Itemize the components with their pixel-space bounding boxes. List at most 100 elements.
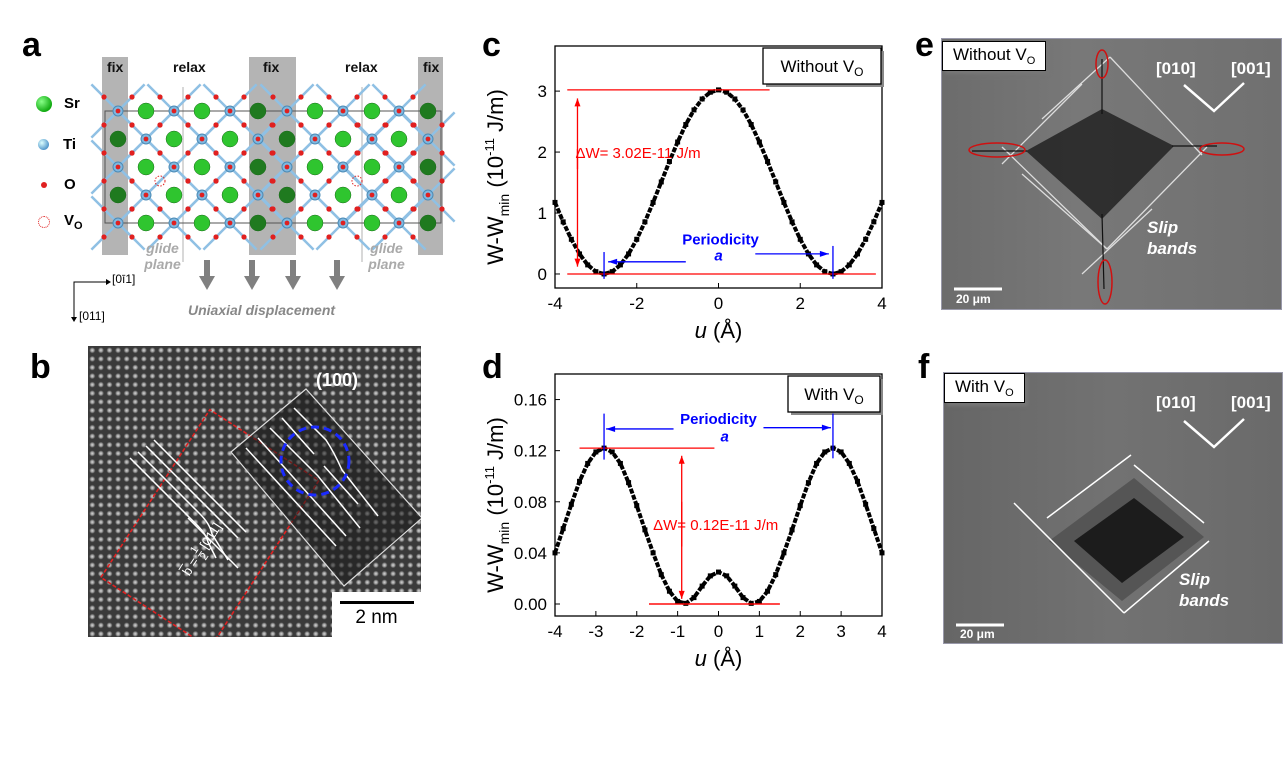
data-point: [805, 480, 811, 486]
data-point: [577, 478, 583, 484]
oxygen-atom: [227, 220, 233, 226]
oxygen-atom: [298, 94, 304, 100]
x-tick-label: 3: [836, 622, 845, 641]
oxygen-vacancy: [351, 175, 363, 187]
direction-arrows: [1183, 82, 1245, 113]
strip-label-relax: relax: [173, 59, 206, 75]
arrow-head: [821, 424, 831, 431]
data-point: [797, 236, 803, 242]
strontium-atom: [363, 158, 381, 176]
o-atom-icon: [41, 181, 47, 188]
data-point: [765, 588, 771, 594]
data-point: [707, 573, 713, 579]
data-point: [854, 478, 860, 484]
micrograph-with-vo: With VO [010] [001] Slip bands 20 μm: [943, 372, 1283, 644]
data-point: [863, 236, 869, 242]
strontium-atom: [334, 186, 352, 204]
data-point: [765, 158, 771, 164]
oxygen-atom: [115, 108, 121, 114]
oxygen-atom: [129, 206, 135, 212]
oxygen-atom: [396, 108, 402, 114]
data-point: [863, 501, 869, 507]
direction-001: [001]: [1231, 59, 1271, 78]
oxygen-atom: [340, 164, 346, 170]
strontium-atom: [306, 102, 324, 120]
oxygen-atom: [157, 206, 163, 212]
x-tick-label: 4: [877, 622, 886, 641]
strontium-atom: [165, 186, 183, 204]
strontium-atom: [193, 102, 211, 120]
oxygen-atom: [425, 136, 431, 142]
oxygen-atom: [157, 150, 163, 156]
legend-label: O: [64, 176, 76, 193]
panel-label-f: f: [918, 348, 930, 386]
data-point: [560, 526, 566, 532]
y-tick-label: 1: [538, 204, 547, 223]
chart-c: -4 -2 0 2 4 0 1 2 3 u (Å) W-Wmin (10-11 J/m) Withou…: [482, 45, 887, 343]
slip-line1: Slip: [1147, 218, 1179, 237]
oxygen-atom: [241, 178, 247, 184]
oxygen-atom: [269, 122, 275, 128]
displacement-arrow-head: [244, 276, 260, 290]
slip-band-lines: [1013, 454, 1210, 614]
ti-atom-icon: [38, 139, 49, 150]
data-point: [626, 251, 632, 257]
oxygen-atom: [326, 150, 332, 156]
scale-bar: 2 nm: [332, 592, 421, 637]
strip-label-relax: relax: [345, 59, 378, 75]
oxygen-atom: [241, 234, 247, 240]
oxygen-atom: [270, 150, 276, 156]
oxygen-atom: [171, 108, 177, 114]
oxygen-atom: [284, 164, 290, 170]
y-label-part: (10: [483, 156, 508, 194]
lattice-structure: [71, 57, 456, 322]
oxygen-atom: [129, 150, 135, 156]
x-axis-label: u (Å): [695, 646, 743, 671]
displacement-arrow-shaft: [204, 260, 210, 278]
data-point: [675, 139, 681, 145]
indent: [1074, 498, 1184, 583]
data-point: [593, 269, 599, 275]
data-point: [675, 598, 681, 604]
oxygen-atom: [101, 178, 107, 184]
oxygen-atom: [425, 192, 431, 198]
oxygen-atom: [298, 150, 304, 156]
x-tick-label: -2: [629, 622, 644, 641]
strontium-atom: [249, 102, 267, 120]
y-tick-label: 0: [538, 265, 547, 284]
slip-bands-label: Slip bands: [1179, 569, 1229, 611]
sr-atom-icon: [36, 95, 52, 112]
arrow-head: [574, 258, 581, 267]
x-tick-label: -2: [629, 294, 644, 313]
legend-sub: O: [854, 65, 863, 79]
strontium-atom: [193, 158, 211, 176]
axis-arrow-head: [106, 279, 111, 285]
x-tick-label: -3: [588, 622, 603, 641]
panel-label-e: e: [915, 26, 934, 64]
oxygen-atom: [326, 122, 332, 128]
oxygen-atom: [185, 122, 191, 128]
legend-text: With V: [804, 385, 855, 404]
oxygen-atom: [382, 234, 388, 240]
condition-tag: Without VO: [942, 41, 1047, 71]
indent: [1026, 109, 1174, 219]
y-label-sup: -11: [482, 138, 497, 156]
ti-o-bond: [344, 167, 373, 196]
lattice-lines: [129, 439, 247, 569]
oxygen-atom: [298, 122, 304, 128]
oxygen-atom: [340, 108, 346, 114]
hrtem-overlay: [99, 388, 421, 637]
oxygen-atom: [185, 206, 191, 212]
data-point: [617, 460, 623, 466]
data-point: [707, 89, 713, 95]
x-axis-label: u (Å): [695, 318, 743, 343]
filtered-box-white: [230, 388, 421, 587]
data-point: [748, 122, 754, 128]
oxygen-atom: [354, 150, 360, 156]
data-point: [773, 179, 779, 185]
oxygen-atom: [115, 164, 121, 170]
oxygen-atom: [213, 178, 219, 184]
data-point: [756, 598, 762, 604]
data-point: [609, 269, 615, 275]
